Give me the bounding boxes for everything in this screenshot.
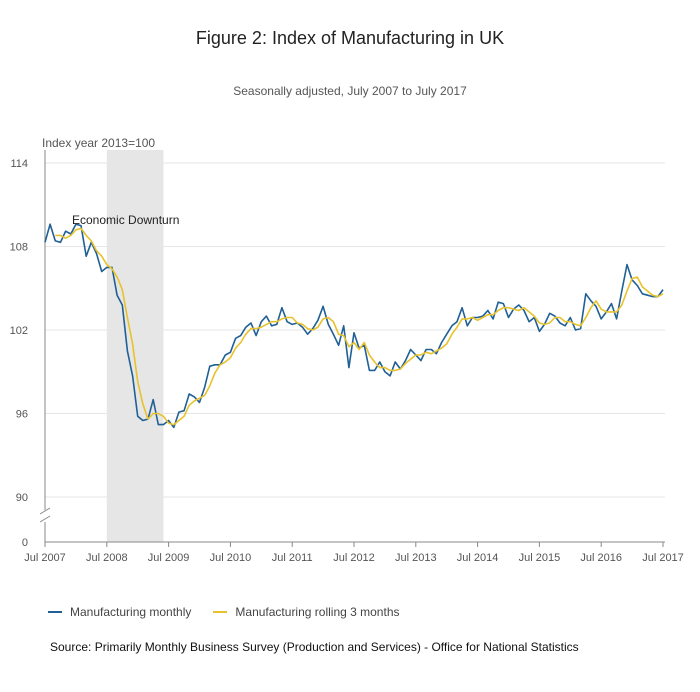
x-tick-label: Jul 2012 (333, 552, 375, 564)
x-tick-label: Jul 2017 (642, 552, 684, 564)
x-tick-label: Jul 2016 (580, 552, 622, 564)
y-tick-label: 102 (10, 325, 28, 337)
x-tick-label: Jul 2013 (395, 552, 437, 564)
y-axis-label: Index year 2013=100 (42, 136, 155, 150)
x-tick-label: Jul 2015 (519, 552, 561, 564)
legend-swatch-rolling (213, 611, 228, 613)
series-rolling-line (55, 227, 664, 426)
legend-label-monthly: Manufacturing monthly (70, 605, 192, 619)
downturn-annotation: Economic Downturn (72, 213, 179, 227)
line-chart: 90 96 102 108 114 0 Index year 2013=100 Jul 200… (10, 136, 684, 564)
x-tick-label: Jul 2009 (148, 552, 190, 564)
downturn-band (106, 150, 164, 542)
y-tick-label: 114 (10, 158, 28, 170)
y-tick-label: 90 (16, 492, 28, 504)
x-tick-label: Jul 2008 (86, 552, 128, 564)
x-tick-label: Jul 2007 (24, 552, 66, 564)
y-tick-label-zero: 0 (22, 537, 28, 549)
legend-label-rolling: Manufacturing rolling 3 months (235, 605, 400, 619)
y-tick-label: 96 (16, 409, 28, 421)
legend-swatch-monthly (48, 611, 62, 613)
x-tick-label: Jul 2011 (272, 552, 313, 564)
x-tick-label: Jul 2010 (210, 552, 252, 564)
axis-break-mark (39, 507, 51, 523)
legend-item-monthly[interactable]: Manufacturing monthly (48, 605, 191, 619)
chart-legend: Manufacturing monthly Manufacturing roll… (48, 605, 422, 619)
legend-item-rolling[interactable]: Manufacturing rolling 3 months (213, 605, 400, 619)
y-tick-label: 108 (10, 242, 28, 254)
x-tick-label: Jul 2014 (457, 552, 499, 564)
chart-title: Figure 2: Index of Manufacturing in UK (195, 28, 505, 48)
source-note: Source: Primarily Monthly Business Surve… (50, 640, 579, 654)
chart-subtitle: Seasonally adjusted, July 2007 to July 2… (233, 84, 467, 98)
